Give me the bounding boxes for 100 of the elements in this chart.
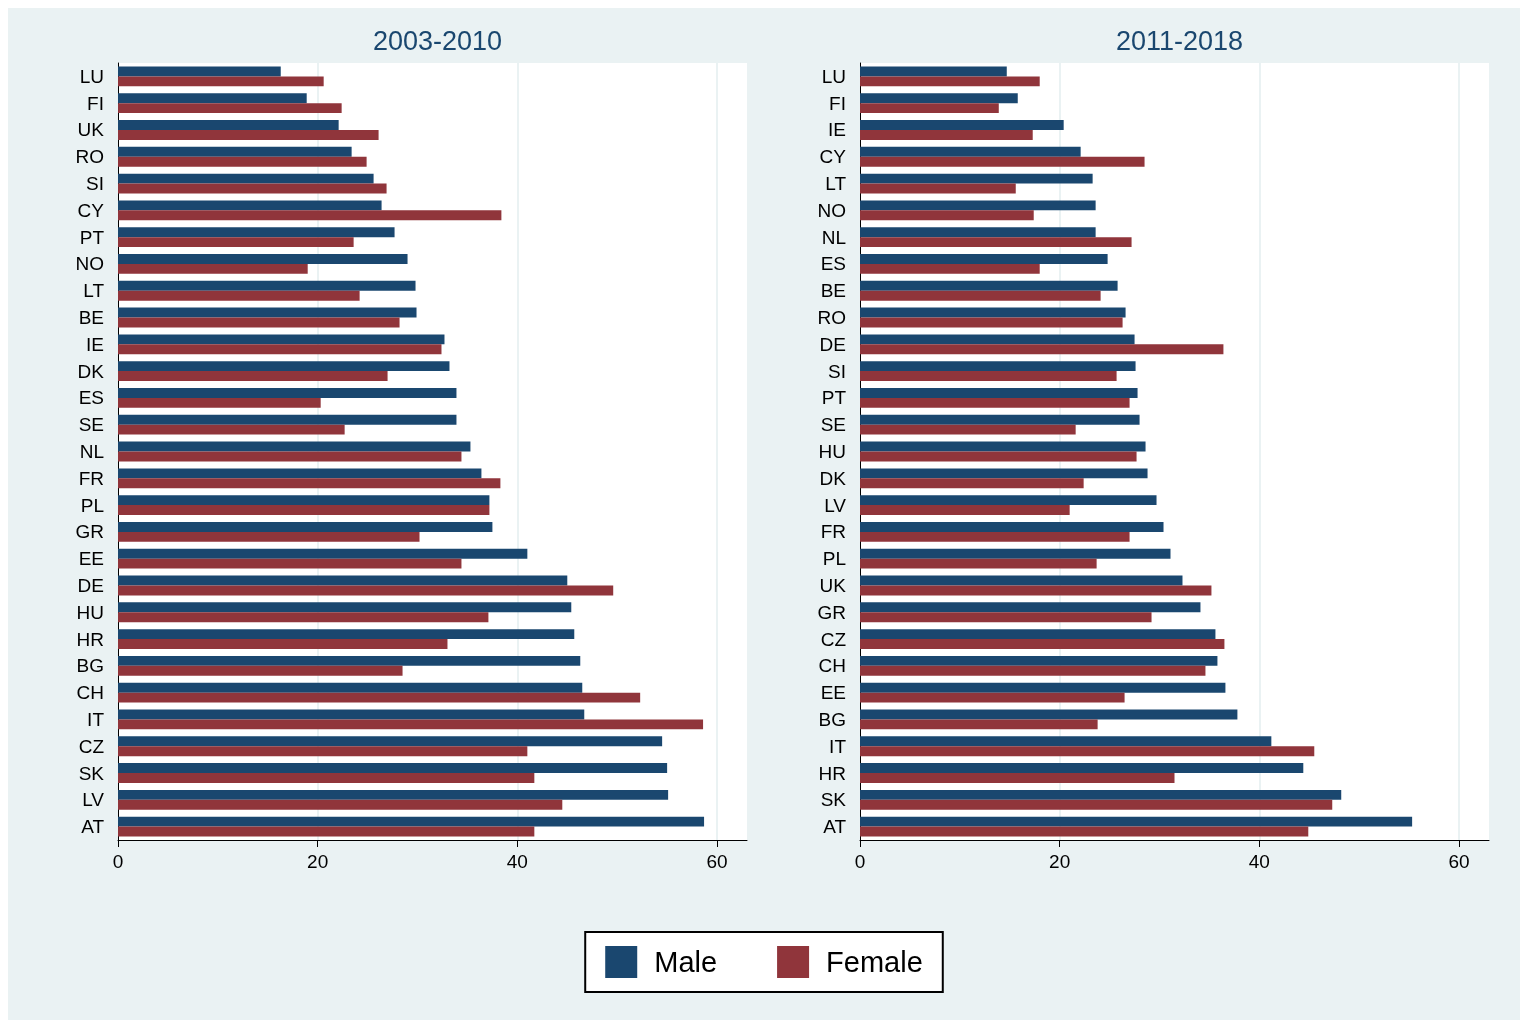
bar	[860, 495, 1157, 506]
bar	[860, 763, 1304, 774]
y-tick-label: ES	[820, 253, 846, 275]
y-tick-label: PT	[79, 226, 105, 248]
bar	[118, 441, 471, 452]
bar	[118, 816, 705, 827]
y-tick-label: HR	[818, 762, 846, 784]
bar	[860, 361, 1136, 372]
bar	[118, 495, 490, 506]
bar	[860, 146, 1081, 157]
bar	[860, 682, 1226, 693]
bar	[118, 468, 482, 479]
bar	[860, 478, 1084, 489]
y-tick-label: DE	[819, 333, 846, 355]
bar	[118, 371, 388, 382]
y-tick-label: SI	[86, 173, 104, 195]
y-tick-label: PL	[822, 548, 846, 570]
y-tick-label: IE	[86, 333, 104, 355]
y-tick-label: SE	[820, 414, 846, 436]
bar	[860, 424, 1076, 435]
chart-title: 2011-2018	[1115, 25, 1244, 56]
y-tick-label: CZ	[820, 628, 847, 650]
bar	[860, 93, 1018, 104]
bar	[860, 816, 1413, 827]
y-tick-label: DE	[77, 574, 104, 596]
x-tick-label: 40	[506, 851, 528, 872]
bar	[860, 639, 1225, 649]
bar	[118, 736, 663, 747]
y-tick-label: CY	[819, 146, 847, 168]
bar	[118, 66, 281, 77]
bar	[860, 129, 1033, 140]
bar	[860, 263, 1040, 274]
bar	[118, 585, 614, 596]
bar	[118, 709, 585, 720]
bar	[118, 531, 420, 542]
bar	[118, 93, 307, 104]
bar	[118, 451, 462, 462]
y-tick-label: IT	[87, 708, 105, 730]
y-tick-label: EE	[820, 682, 846, 704]
bar	[118, 692, 641, 703]
bar	[860, 602, 1201, 613]
y-tick-label: HU	[76, 601, 104, 623]
bar	[118, 682, 583, 693]
y-tick-label: AT	[81, 816, 105, 838]
y-tick-label: GR	[817, 601, 846, 623]
legend-label: Female	[826, 946, 923, 978]
bar	[118, 575, 568, 586]
bar	[118, 388, 457, 398]
y-tick-label: FR	[78, 467, 104, 489]
bar	[860, 709, 1238, 720]
y-tick-label: ES	[78, 387, 104, 409]
x-tick-label: 20	[307, 851, 329, 872]
bar	[118, 156, 367, 167]
y-tick-label: UK	[77, 119, 105, 141]
y-tick-label: PL	[80, 494, 104, 516]
y-tick-label: CH	[818, 655, 846, 677]
bar	[860, 692, 1125, 703]
y-tick-label: HU	[818, 441, 846, 462]
bar	[860, 210, 1034, 221]
bar	[860, 227, 1096, 238]
bar	[860, 66, 1007, 77]
x-tick-label: 20	[1049, 851, 1071, 872]
bar	[118, 146, 352, 157]
y-tick-label: NO	[75, 253, 104, 275]
x-tick-label: 60	[1448, 851, 1470, 872]
bar	[118, 414, 457, 425]
bar	[118, 505, 490, 515]
bar	[118, 639, 448, 649]
y-tick-label: NL	[821, 226, 846, 248]
bar	[118, 424, 345, 435]
y-tick-label: NO	[817, 199, 846, 221]
x-tick-label: 0	[112, 851, 124, 872]
bar	[118, 290, 360, 301]
y-tick-label: LT	[825, 173, 847, 195]
bar	[860, 548, 1171, 559]
bar	[860, 307, 1126, 318]
bar	[118, 799, 563, 810]
bar	[118, 478, 501, 489]
bar	[860, 183, 1016, 194]
bar	[860, 655, 1218, 666]
bar	[860, 826, 1309, 837]
bar	[118, 129, 379, 140]
bar	[860, 200, 1096, 211]
bar	[118, 210, 502, 221]
y-tick-label: BE	[820, 280, 846, 302]
bar	[118, 76, 324, 87]
bar	[860, 120, 1064, 130]
bar	[860, 531, 1130, 542]
bar	[860, 388, 1138, 398]
y-tick-label: HR	[76, 628, 104, 650]
bar	[118, 826, 535, 837]
bar	[860, 799, 1333, 810]
bar	[860, 612, 1152, 623]
bar	[118, 773, 535, 783]
y-tick-label: IE	[828, 119, 846, 141]
y-tick-label: AT	[823, 816, 847, 838]
y-tick-label: CZ	[78, 735, 105, 757]
bar	[860, 629, 1216, 640]
bar	[118, 548, 528, 559]
bar	[118, 789, 669, 800]
